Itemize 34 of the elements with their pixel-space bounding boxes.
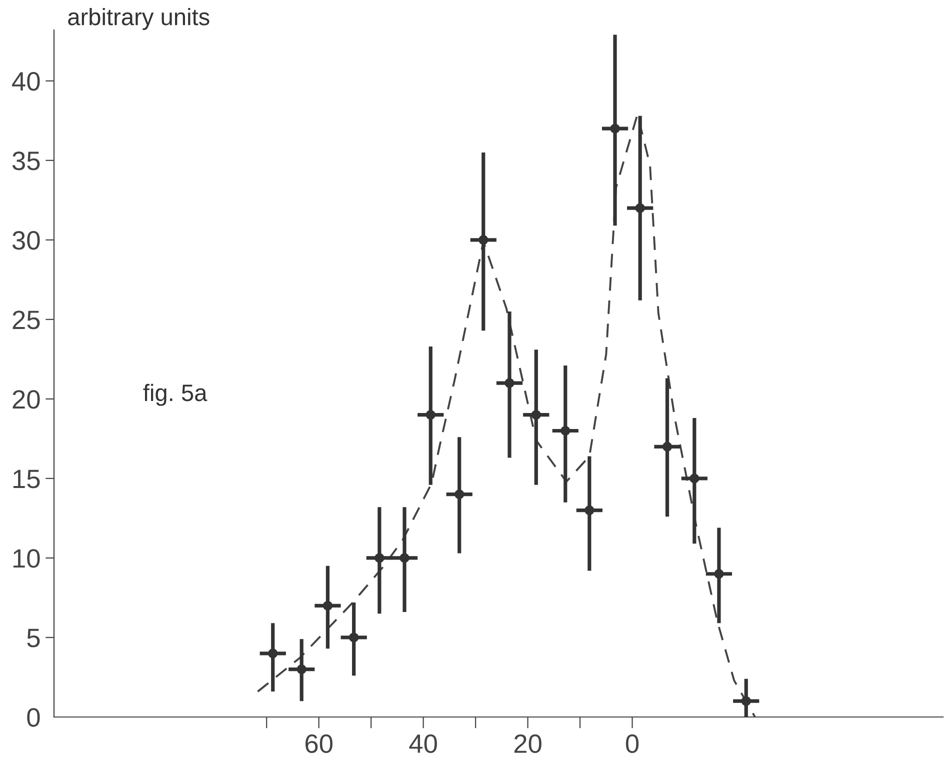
- point: [610, 124, 620, 134]
- point: [268, 648, 278, 658]
- x-tick-label: 20: [514, 734, 542, 754]
- point: [322, 600, 333, 611]
- point: [478, 235, 488, 245]
- x-tick-label: 60: [306, 734, 332, 754]
- y-axis-title: arbitrary units: [68, 8, 210, 30]
- point: [690, 474, 700, 484]
- point: [348, 632, 359, 642]
- x-tick-label: 40: [409, 734, 437, 754]
- y-tick-label: 0: [27, 708, 40, 727]
- y-tick-label: 20: [12, 390, 40, 409]
- point: [560, 426, 570, 436]
- y-tick-label: 5: [27, 628, 40, 648]
- point: [400, 553, 410, 563]
- point: [531, 410, 541, 420]
- x-tick-label: 0: [626, 734, 639, 754]
- y-tick-label: 35: [12, 152, 40, 170]
- y-tick-label: 10: [13, 549, 40, 568]
- point: [635, 203, 645, 213]
- point: [374, 553, 384, 563]
- y-tick-label: 15: [13, 470, 40, 488]
- point: [584, 505, 594, 516]
- point: [426, 410, 436, 420]
- point: [662, 442, 672, 452]
- y-tick-label: 25: [12, 310, 40, 330]
- point: [714, 569, 724, 579]
- point: [504, 378, 514, 388]
- point: [741, 696, 751, 706]
- point: [296, 664, 306, 674]
- point: [454, 490, 464, 500]
- y-tick-label: 40: [12, 72, 40, 91]
- annotation: fig. 5a: [143, 384, 208, 406]
- y-tick-label: 30: [12, 231, 40, 250]
